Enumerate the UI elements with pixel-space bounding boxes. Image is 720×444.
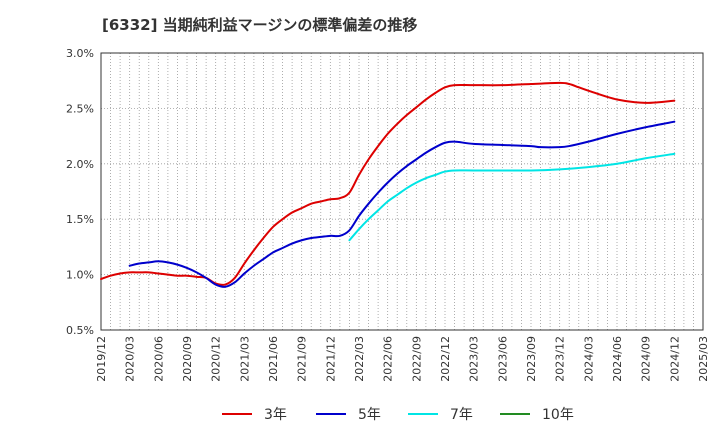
x-tick-label: 2022/06 [382,336,395,382]
y-tick-label: 1.5% [66,213,94,226]
y-tick-label: 3.0% [66,47,94,60]
x-tick-label: 2021/03 [238,336,251,382]
x-tick-label: 2020/12 [210,336,223,382]
series-line-2 [348,152,676,242]
x-tick-label: 2024/12 [668,336,681,382]
legend: 3年 5年 7年 10年 [222,407,574,423]
legend-label-0: 3年 [264,407,287,423]
x-tick-label: 2023/03 [468,336,481,382]
x-tick-label: 2023/06 [496,336,509,382]
series-line-1 [128,120,676,288]
y-tick-label: 2.5% [66,102,94,115]
legend-label-3: 10年 [542,407,574,423]
x-tick-label: 2020/09 [181,336,194,382]
x-tick-label: 2021/06 [267,336,280,382]
y-tick-label: 2.0% [66,158,94,171]
x-tick-label: 2023/12 [554,336,567,382]
x-tick-label: 2022/03 [353,336,366,382]
x-tick-label: 2025/03 [697,336,710,382]
plot-frame [100,52,704,331]
legend-label-1: 5年 [358,407,381,423]
axes: 0.5% 1.0% 1.5% 2.0% 2.5% 3.0% 2019/12 2020/03 20… [66,47,710,382]
series-line-0 [100,81,676,286]
series-lines [100,81,676,288]
x-tick-label: 2020/03 [124,336,137,382]
x-tick-label: 2024/03 [582,336,595,382]
x-tick-label: 2023/09 [525,336,538,382]
legend-label-2: 7年 [450,407,473,423]
chart-title: [6332] 当期純利益マージンの標準偏差の推移 [102,16,417,34]
x-tick-label: 2022/12 [439,336,452,382]
x-tick-label: 2021/09 [296,336,309,382]
x-tick-label: 2024/06 [611,336,624,382]
x-tick-label: 2020/06 [152,336,165,382]
y-tick-label: 0.5% [66,324,94,337]
x-tick-label: 2021/12 [324,336,337,382]
x-tick-label: 2019/12 [95,336,108,382]
x-tick-label: 2022/09 [410,336,423,382]
x-tick-label: 2024/09 [640,336,653,382]
y-tick-label: 1.0% [66,269,94,282]
